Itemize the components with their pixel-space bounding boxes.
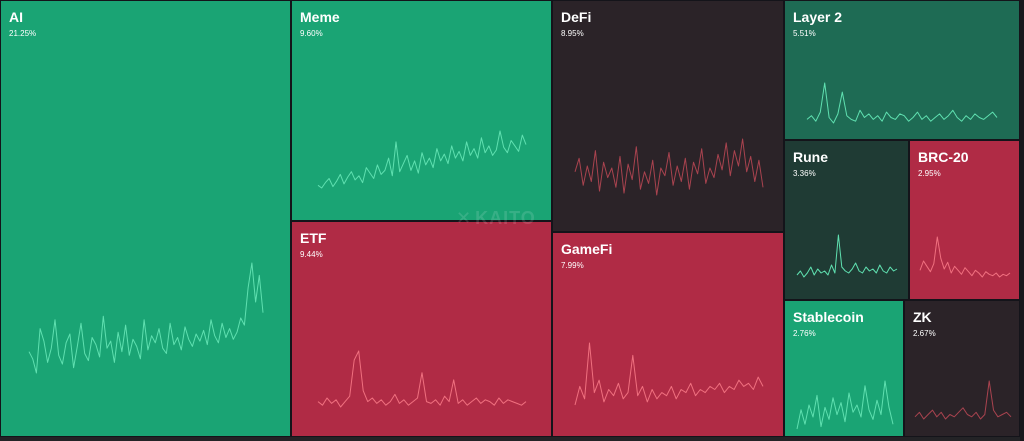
sector-share: 8.95% [561, 29, 584, 38]
sector-tile-zk[interactable]: ZK 2.67% [904, 300, 1020, 437]
sector-name: AI [9, 9, 23, 25]
sparkline-path-etf [317, 350, 527, 408]
sector-name: Layer 2 [793, 9, 843, 25]
sparkline-path-brc20 [919, 236, 1011, 278]
sector-share: 3.36% [793, 169, 816, 178]
sector-share: 2.67% [913, 329, 936, 338]
sparkline-path-rune [796, 234, 898, 278]
sector-tile-meme[interactable]: Meme 9.60% [291, 0, 552, 221]
sector-name: ZK [913, 309, 932, 325]
sector-share: 5.51% [793, 29, 816, 38]
sector-tile-stablecoin[interactable]: Stablecoin 2.76% [784, 300, 904, 437]
sector-sparkline [574, 138, 764, 196]
sector-tile-layer2[interactable]: Layer 2 5.51% [784, 0, 1020, 140]
sector-sparkline [796, 234, 898, 278]
sparkline-path-stablecoin [796, 380, 894, 430]
sparkline-path-gamefi [574, 342, 764, 406]
sector-sparkline [317, 130, 527, 189]
sector-name: Stablecoin [793, 309, 864, 325]
sector-sparkline [796, 380, 894, 430]
scrollbar-edge [1020, 0, 1024, 441]
sector-share: 9.44% [300, 250, 323, 259]
sector-share: 2.95% [918, 169, 941, 178]
sparkline-path-ai [28, 262, 264, 374]
sector-tile-etf[interactable]: ETF 9.44% [291, 221, 552, 437]
sector-tile-gamefi[interactable]: GameFi 7.99% [552, 232, 784, 437]
sector-sparkline [317, 350, 527, 408]
sparkline-path-defi [574, 138, 764, 196]
sector-tile-ai[interactable]: AI 21.25% [0, 0, 291, 437]
sparkline-path-layer2 [806, 82, 998, 124]
sparkline-path-meme [317, 130, 527, 189]
sector-share: 2.76% [793, 329, 816, 338]
sector-sparkline [28, 262, 264, 374]
sector-tile-rune[interactable]: Rune 3.36% [784, 140, 909, 300]
sector-sparkline [919, 236, 1011, 278]
sector-sparkline [574, 342, 764, 406]
sector-sparkline [914, 380, 1012, 420]
sector-tile-brc20[interactable]: BRC-20 2.95% [909, 140, 1020, 300]
sector-share: 21.25% [9, 29, 37, 38]
sector-name: GameFi [561, 241, 613, 257]
sector-sparkline [806, 82, 998, 124]
sector-tile-defi[interactable]: DeFi 8.95% [552, 0, 784, 232]
sector-share: 7.99% [561, 261, 584, 270]
sector-name: Meme [300, 9, 340, 25]
sector-name: ETF [300, 230, 327, 246]
sector-name: Rune [793, 149, 828, 165]
sector-name: BRC-20 [918, 149, 969, 165]
sector-share: 9.60% [300, 29, 323, 38]
sparkline-path-zk [914, 380, 1012, 420]
sector-name: DeFi [561, 9, 592, 25]
